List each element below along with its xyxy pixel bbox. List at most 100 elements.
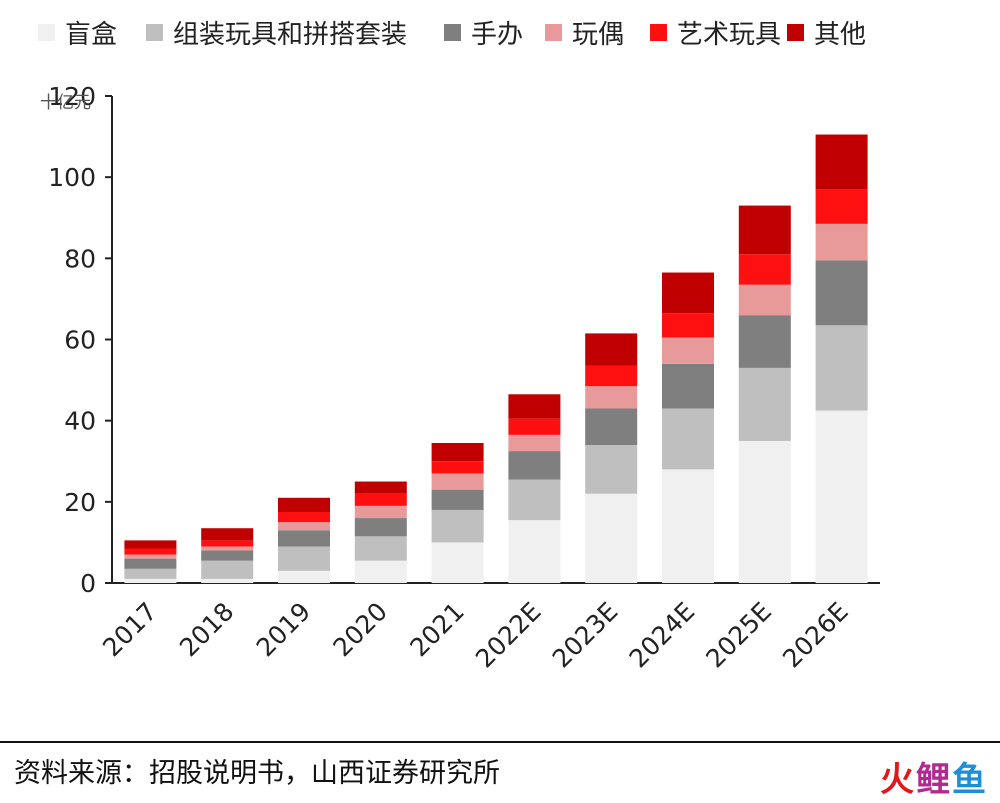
bar-segment	[354, 481, 407, 494]
bar-segment	[738, 315, 791, 368]
watermark-logo: 火鲤鱼	[880, 752, 988, 801]
bar-segment	[815, 223, 868, 261]
bar-segment	[431, 489, 484, 510]
chart-legend: 盲盒 组装玩具和拼搭套装 手办 玩偶 艺术玩具 其他	[0, 14, 1000, 54]
bar-segment	[662, 408, 714, 470]
bar-segment	[815, 325, 868, 411]
legend-label: 艺术玩具	[677, 20, 782, 50]
y-tick-label: 0	[80, 569, 96, 598]
watermark-part-1: 火	[880, 760, 916, 800]
x-tick-label: 2018	[174, 597, 239, 662]
bar-segment	[508, 451, 561, 480]
bar-segment	[815, 134, 868, 190]
bar-segment	[662, 469, 714, 583]
legend-label: 其他	[814, 20, 867, 50]
bar-segment	[278, 497, 330, 512]
bar-segment	[662, 313, 714, 338]
x-tick-label: 2017	[97, 597, 162, 662]
y-tick-label: 60	[64, 326, 96, 355]
legend-swatch	[650, 24, 667, 41]
watermark-part-3: 鱼	[952, 760, 988, 800]
bar-segment	[124, 548, 177, 555]
bar-segment	[431, 509, 484, 543]
legend-label: 盲盒	[65, 20, 118, 50]
y-tick-label: 20	[64, 488, 96, 517]
bar-segment	[431, 461, 484, 474]
legend-label: 组装玩具和拼搭套装	[173, 20, 408, 50]
bar-segment	[201, 550, 254, 561]
bar-segment	[585, 365, 638, 387]
legend-swatch	[146, 24, 163, 41]
x-tick-label: 2024E	[624, 597, 701, 674]
bar-segment	[354, 493, 407, 506]
bar-segment	[431, 442, 484, 462]
bar-segment	[278, 522, 330, 531]
bar-segment	[354, 518, 407, 537]
bar-segment	[815, 410, 868, 583]
bar-segment	[585, 386, 638, 409]
bar-segment	[815, 260, 868, 326]
legend-swatch	[787, 24, 804, 41]
y-tick-label: 120	[48, 82, 96, 111]
bar-segment	[354, 560, 407, 583]
y-axis-unit-label: 十亿元	[40, 93, 91, 113]
bar-segment	[738, 205, 791, 255]
x-tick-label: 2020	[328, 597, 393, 662]
bar-segment	[585, 445, 638, 494]
source-divider	[0, 741, 1000, 743]
x-tick-label: 2021	[404, 597, 469, 662]
bar-segment	[354, 505, 407, 519]
bar-segment	[585, 333, 638, 366]
bar-segment	[431, 473, 484, 490]
x-tick-label: 2019	[251, 597, 316, 662]
x-tick-label: 2025E	[700, 597, 777, 674]
legend-swatch	[444, 24, 461, 41]
legend-label: 玩偶	[572, 20, 625, 50]
bar-segment	[508, 434, 561, 452]
bar-segment	[278, 570, 330, 583]
bar-segment	[508, 394, 561, 419]
bar-segment	[738, 284, 791, 316]
legend-item: 盲盒	[38, 14, 117, 51]
bar-segment	[431, 542, 484, 583]
bar-segment	[124, 578, 177, 583]
bar-segment	[201, 528, 254, 541]
legend-item: 组装玩具和拼搭套装	[146, 14, 407, 51]
bar-segment	[738, 440, 791, 583]
legend-swatch	[38, 24, 55, 41]
legend-item: 其他	[787, 14, 866, 51]
x-tick-label: 2023E	[547, 597, 624, 674]
y-tick-label: 100	[48, 163, 96, 192]
bar-segment	[738, 367, 791, 441]
bar-segment	[508, 479, 561, 521]
bar-segment	[508, 418, 561, 435]
bar-segment	[662, 272, 714, 314]
bar-segment	[278, 546, 330, 571]
bar-segment	[201, 560, 254, 579]
source-note: 资料来源：招股说明书，山西证券研究所	[14, 758, 500, 789]
bar-segment	[124, 558, 177, 569]
y-tick-label: 80	[64, 244, 96, 273]
legend-item: 手办	[444, 14, 523, 51]
x-tick-label: 2022E	[470, 597, 547, 674]
bar-segment	[278, 511, 330, 523]
legend-swatch	[545, 24, 562, 41]
bar-segment	[124, 540, 177, 549]
watermark-part-2: 鲤	[916, 760, 952, 800]
y-tick-label: 40	[64, 407, 96, 436]
legend-item: 玩偶	[545, 14, 624, 51]
bar-segment	[201, 540, 254, 547]
bar-segment	[201, 546, 254, 551]
bar-segment	[354, 536, 407, 561]
bar-segment	[585, 408, 638, 446]
bar-segment	[201, 578, 254, 583]
bar-segment	[662, 363, 714, 409]
legend-item: 艺术玩具	[650, 14, 781, 51]
bar-segment	[508, 520, 561, 583]
bar-segment	[738, 254, 791, 285]
bar-segment	[124, 568, 177, 579]
bar-segment	[278, 530, 330, 547]
bar-segment	[815, 189, 868, 224]
bar-segment	[662, 337, 714, 364]
